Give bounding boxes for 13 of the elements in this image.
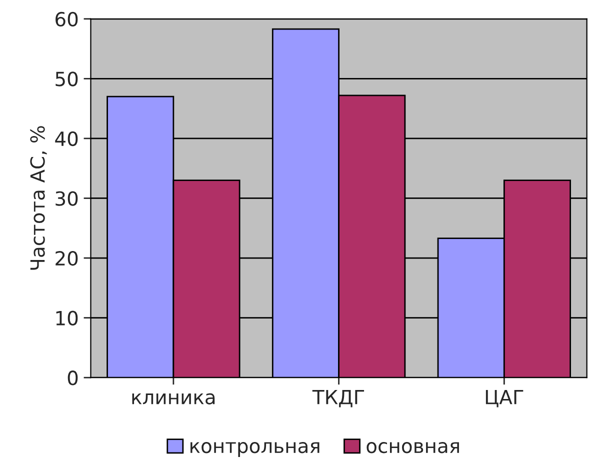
y-tick-label: 50 <box>56 72 78 86</box>
x-tick-label: клиника <box>132 393 215 404</box>
y-tick-label: 10 <box>56 310 78 326</box>
legend-label: основная <box>366 442 459 454</box>
legend-label: контрольная <box>190 442 320 457</box>
y-axis-title: Частота АС, % <box>30 126 47 270</box>
x-tick-label: ЦАГ <box>486 390 524 408</box>
y-tick-label: 60 <box>56 12 78 27</box>
y-tick-label: 40 <box>55 131 78 146</box>
y-tick-label: 0 <box>68 370 78 386</box>
x-tick-label: ТКДГ <box>312 390 364 408</box>
y-tick-label: 20 <box>56 250 78 266</box>
y-tick-label: 30 <box>56 191 78 206</box>
